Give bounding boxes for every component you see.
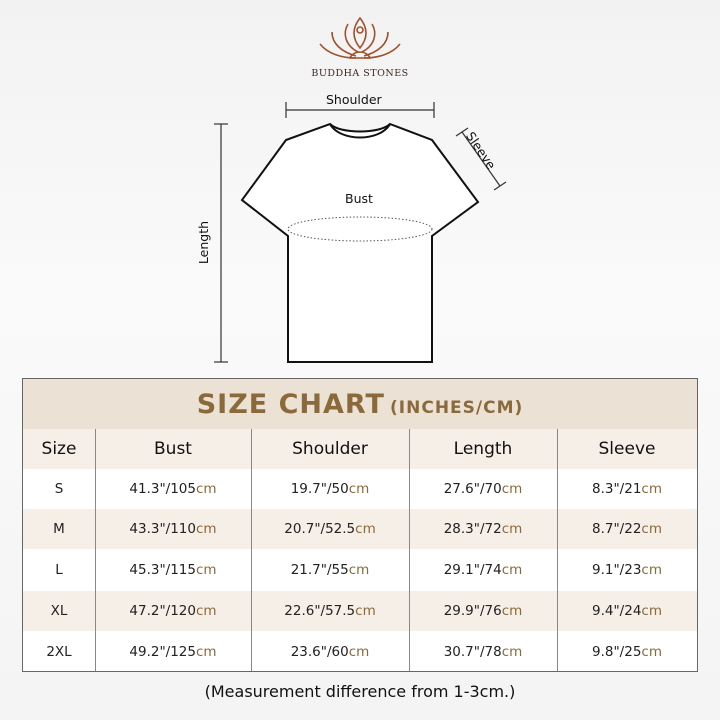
measurement-cell: 28.3"/72 cm	[409, 509, 557, 549]
table-row: L 45.3"/115 cm 21.7"/55 cm 29.1"/74 cm 9.1"/23 c…	[23, 549, 697, 591]
value-text: 29.9"/76	[443, 603, 502, 619]
value-text: 29.1"/74	[443, 562, 502, 578]
sleeve-measure-line	[461, 131, 501, 187]
measurement-cell: 9.4"/24 cm	[557, 591, 697, 631]
value-text: 9.4"/24	[592, 603, 642, 619]
value-text: 27.6"/70	[443, 481, 502, 497]
table-row: XL 47.2"/120 cm 22.6"/57.5 cm 29.9"/76 cm 9.4"/…	[23, 591, 697, 631]
measurement-cell: 20.7"/52.5 cm	[251, 509, 409, 549]
unit-text: cm	[348, 481, 370, 497]
unit-text: cm	[355, 521, 376, 537]
measurement-cell: 19.7"/50 cm	[251, 469, 409, 509]
column-divider	[409, 429, 410, 671]
unit-text: cm	[348, 644, 370, 660]
unit-text: cm	[641, 562, 662, 578]
unit-text: cm	[501, 562, 523, 578]
unit-text: cm	[501, 603, 523, 619]
value-text: 49.2"/125	[129, 644, 196, 660]
column-divider	[251, 429, 252, 671]
size-cell: 2XL	[46, 644, 72, 660]
table-row: 2XL 49.2"/125 cm 23.6"/60 cm 30.7"/78 cm 9.8"/2…	[23, 631, 697, 673]
column-header: Size	[41, 439, 77, 459]
measurement-cell: 9.1"/23 cm	[557, 549, 697, 591]
measurement-cell: 8.7"/22 cm	[557, 509, 697, 549]
size-cell: L	[55, 562, 63, 578]
measurement-cell: 29.9"/76 cm	[409, 591, 557, 631]
title-main: SIZE CHART	[196, 389, 385, 420]
measurement-cell: 49.2"/125 cm	[95, 631, 251, 673]
table-row: M 43.3"/110 cm 20.7"/52.5 cm 28.3"/72 cm 8.7"/2…	[23, 509, 697, 549]
value-text: 23.6"/60	[290, 644, 349, 660]
size-chart-table: SIZE CHART (INCHES/CM) Size Bust Shoulder L…	[22, 378, 698, 672]
unit-text: cm	[196, 644, 217, 660]
value-text: 21.7"/55	[290, 562, 349, 578]
size-cell: XL	[50, 603, 68, 619]
unit-text: cm	[641, 481, 662, 497]
measurement-cell: 45.3"/115 cm	[95, 549, 251, 591]
value-text: 47.2"/120	[129, 603, 196, 619]
measurement-cell: 27.6"/70 cm	[409, 469, 557, 509]
table-row: S 41.3"/105 cm 19.7"/50 cm 27.6"/70 cm 8.3"/21 c…	[23, 469, 697, 509]
value-text: 41.3"/105	[129, 481, 196, 497]
unit-text: cm	[641, 603, 662, 619]
unit-text: cm	[641, 521, 662, 537]
unit-text: cm	[641, 644, 662, 660]
measurement-cell: 21.7"/55 cm	[251, 549, 409, 591]
column-header: Shoulder	[292, 439, 368, 459]
measurement-cell: 30.7"/78 cm	[409, 631, 557, 673]
measurement-cell: 23.6"/60 cm	[251, 631, 409, 673]
size-chart-title: SIZE CHART (INCHES/CM)	[23, 379, 697, 429]
value-text: 8.3"/21	[592, 481, 642, 497]
value-text: 9.1"/23	[592, 562, 642, 578]
size-cell: S	[54, 481, 64, 497]
value-text: 45.3"/115	[129, 562, 196, 578]
measurement-cell: 9.8"/25 cm	[557, 631, 697, 673]
column-divider	[95, 429, 96, 671]
length-label: Length	[196, 220, 212, 265]
column-divider	[557, 429, 558, 671]
header-row: Size Bust Shoulder Length Sleeve	[23, 429, 697, 469]
tshirt-outline	[240, 122, 480, 363]
unit-text: cm	[501, 481, 523, 497]
measurement-cell: 8.3"/21 cm	[557, 469, 697, 509]
unit-text: cm	[348, 562, 370, 578]
unit-text: cm	[501, 644, 523, 660]
value-text: 22.6"/57.5	[284, 603, 356, 619]
lotus-logo-icon	[319, 16, 401, 59]
title-units: (INCHES/CM)	[390, 398, 524, 418]
tshirt-diagram	[214, 102, 507, 363]
value-text: 8.7"/22	[592, 521, 642, 537]
measurement-cell: 29.1"/74 cm	[409, 549, 557, 591]
unit-text: cm	[355, 603, 376, 619]
unit-text: cm	[501, 521, 523, 537]
unit-text: cm	[196, 521, 217, 537]
bust-measure-line	[287, 216, 433, 242]
unit-text: cm	[196, 562, 217, 578]
size-cell: M	[53, 521, 65, 537]
value-text: 30.7"/78	[443, 644, 502, 660]
unit-text: cm	[196, 603, 217, 619]
measurement-note: (Measurement difference from 1-3cm.)	[204, 682, 516, 701]
column-header: Bust	[154, 439, 192, 459]
brand-name: BUDDHA STONES	[311, 68, 409, 79]
measurement-cell: 41.3"/105 cm	[95, 469, 251, 509]
measurement-cell: 22.6"/57.5 cm	[251, 591, 409, 631]
value-text: 20.7"/52.5	[284, 521, 356, 537]
unit-text: cm	[196, 481, 217, 497]
column-header: Sleeve	[598, 439, 656, 459]
value-text: 9.8"/25	[592, 644, 642, 660]
value-text: 19.7"/50	[290, 481, 349, 497]
column-header: Length	[453, 439, 513, 459]
measurement-cell: 47.2"/120 cm	[95, 591, 251, 631]
value-text: 43.3"/110	[129, 521, 196, 537]
shoulder-label: Shoulder	[326, 92, 382, 107]
bust-label: Bust	[345, 191, 373, 206]
measurement-cell: 43.3"/110 cm	[95, 509, 251, 549]
value-text: 28.3"/72	[443, 521, 502, 537]
